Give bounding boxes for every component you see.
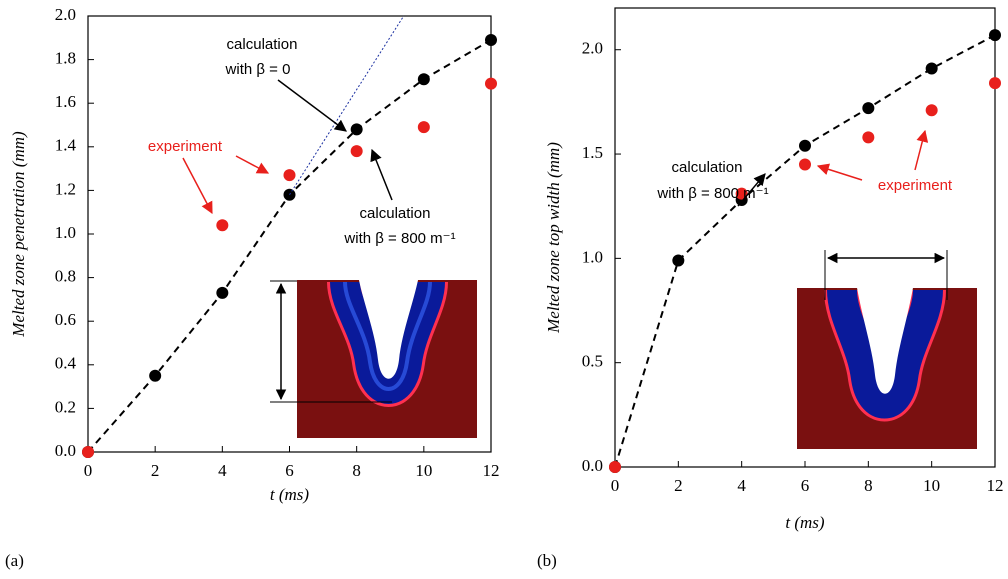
data-point: [925, 62, 938, 75]
data-point: [609, 461, 621, 473]
x-tick-label: 10: [415, 461, 432, 480]
annotation: calculation: [672, 159, 743, 176]
series-line: [289, 15, 405, 196]
x-tick-label: 2: [674, 476, 683, 495]
data-point: [350, 123, 363, 136]
x-tick-label: 2: [151, 461, 160, 480]
x-tick-label: 0: [611, 476, 620, 495]
y-tick-label: 0.0: [582, 456, 603, 475]
annotation-arrow: [182, 157, 213, 215]
data-point: [350, 145, 363, 158]
annotation: experiment: [878, 177, 953, 194]
data-point: [485, 77, 497, 90]
y-tick-label: 0.4: [55, 354, 77, 373]
data-point: [82, 446, 94, 458]
data-point: [735, 187, 748, 200]
data-point: [862, 131, 875, 144]
y-tick-label: 0.0: [55, 441, 76, 460]
data-point: [216, 219, 229, 232]
data-point: [672, 254, 685, 267]
annotation: calculation: [360, 205, 431, 222]
data-point: [283, 169, 296, 182]
data-point: [149, 369, 162, 382]
y-tick-label: 0.8: [55, 267, 76, 286]
inset-weld-pool: [797, 250, 977, 449]
x-tick-label: 6: [801, 476, 810, 495]
data-point: [989, 77, 1001, 90]
panel-label: (a): [5, 551, 24, 570]
y-tick-label: 1.4: [55, 136, 77, 155]
y-tick-label: 1.2: [55, 179, 76, 198]
x-tick-label: 4: [737, 476, 746, 495]
data-point: [989, 29, 1001, 42]
data-point: [799, 139, 811, 152]
data-point: [216, 286, 229, 299]
x-tick-label: 12: [483, 461, 500, 480]
y-tick-label: 0.2: [55, 397, 76, 416]
x-tick-label: 8: [864, 476, 873, 495]
x-tick-label: 10: [923, 476, 940, 495]
y-tick-label: 1.6: [55, 92, 76, 111]
annotation-arrow: [235, 155, 270, 174]
data-point: [925, 104, 938, 117]
y-axis-label: Melted zone penetration (mm): [9, 131, 28, 338]
x-tick-label: 6: [285, 461, 294, 480]
data-point: [417, 73, 430, 86]
inset-weld-pool: [270, 262, 477, 438]
annotation-arrow: [914, 129, 929, 171]
annotation: with β = 800 m⁻¹: [343, 230, 455, 247]
y-tick-label: 1.0: [582, 247, 603, 266]
panel-label: (b): [537, 551, 557, 570]
y-tick-label: 0.6: [55, 310, 76, 329]
annotation-arrow: [277, 79, 347, 132]
y-axis-label: Melted zone top width (mm): [544, 142, 563, 334]
data-point: [485, 33, 497, 46]
annotation-arrow: [370, 148, 393, 201]
y-tick-label: 1.0: [55, 223, 76, 242]
annotation-arrow: [816, 163, 863, 181]
x-tick-label: 8: [352, 461, 361, 480]
annotation: experiment: [148, 138, 223, 155]
y-tick-label: 1.5: [582, 143, 603, 162]
data-point: [799, 158, 811, 171]
x-tick-label: 12: [987, 476, 1004, 495]
annotation: with β = 800 m⁻¹: [656, 185, 768, 202]
x-axis-label: t (ms): [785, 513, 825, 532]
y-tick-label: 0.5: [582, 352, 603, 371]
annotation: calculation: [227, 36, 298, 53]
y-tick-label: 2.0: [55, 5, 76, 24]
annotation-arrow: [737, 173, 766, 207]
x-tick-label: 4: [218, 461, 227, 480]
x-axis-label: t (ms): [270, 485, 310, 504]
annotation: with β = 0: [225, 61, 291, 78]
x-tick-label: 0: [84, 461, 93, 480]
y-tick-label: 1.8: [55, 49, 76, 68]
y-tick-label: 2.0: [582, 39, 603, 58]
data-point: [417, 121, 430, 134]
data-point: [862, 102, 875, 115]
